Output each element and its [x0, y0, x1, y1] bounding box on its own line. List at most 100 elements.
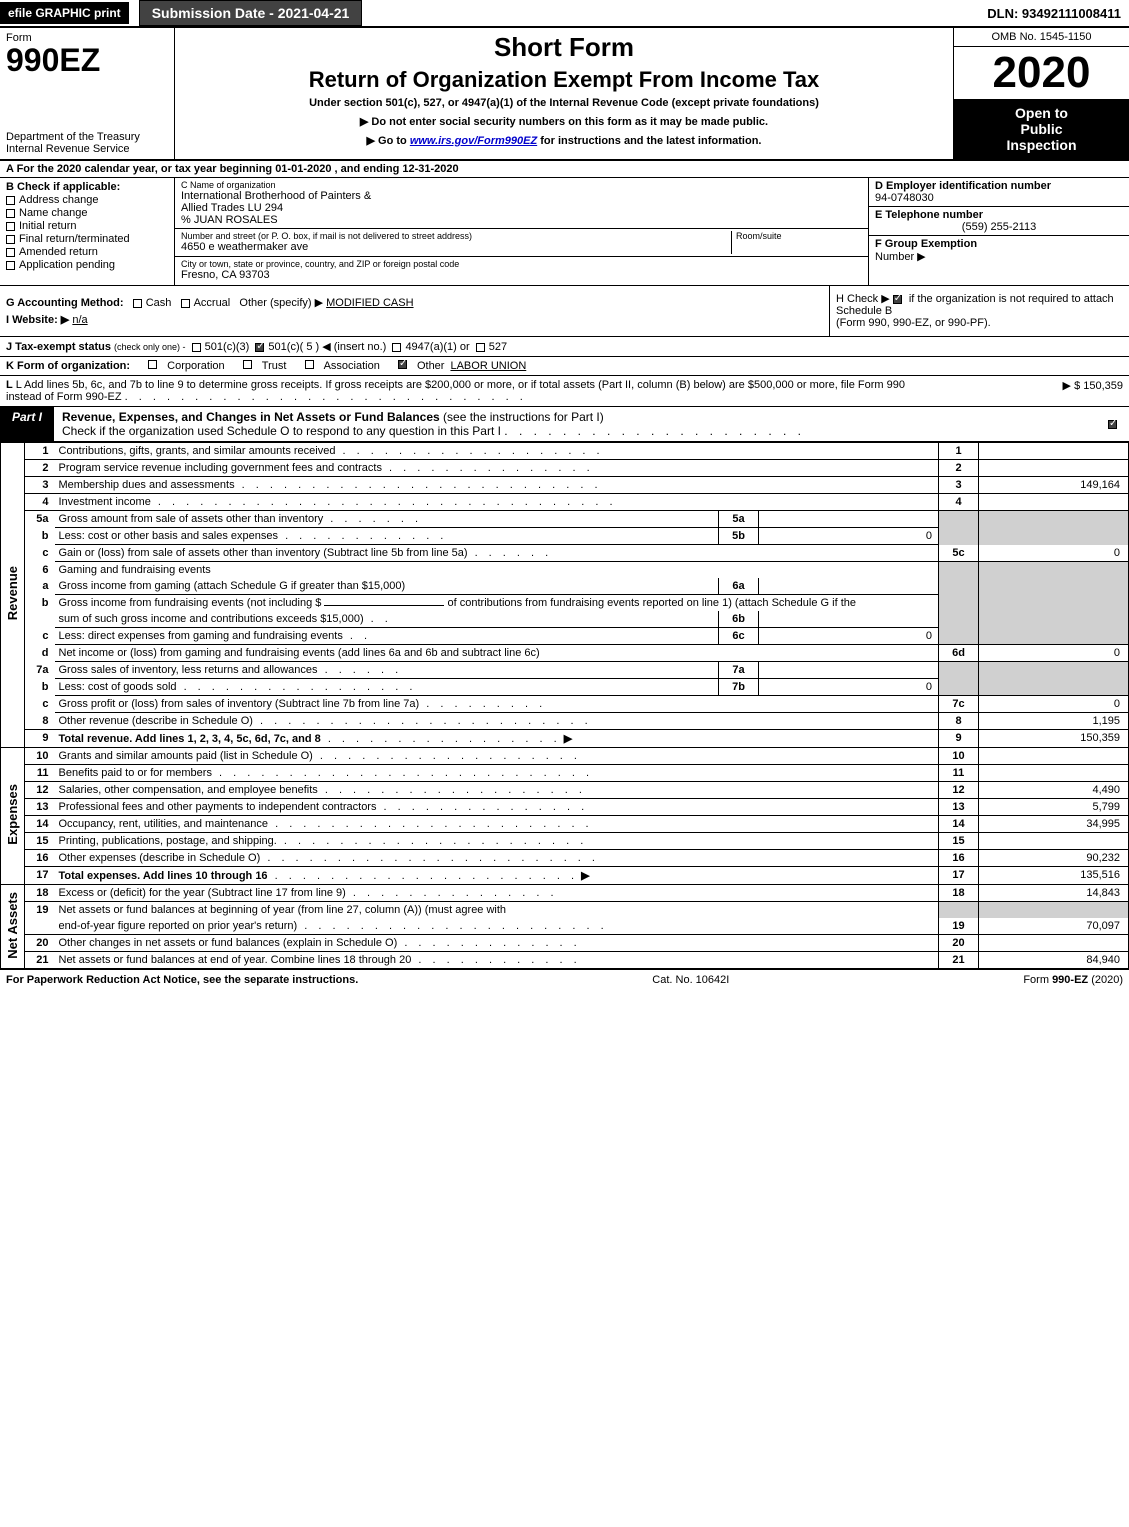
accounting-method: G Accounting Method: Cash Accrual Other … — [6, 296, 823, 309]
revenue-side-label: Revenue — [1, 443, 25, 748]
return-title: Return of Organization Exempt From Incom… — [185, 67, 943, 93]
line-2: 2 Program service revenue including gove… — [1, 460, 1129, 477]
val-1 — [979, 443, 1129, 460]
val-2 — [979, 460, 1129, 477]
gross-receipts-amount: ▶ $ 150,359 — [1063, 379, 1123, 403]
website-value: n/a — [72, 314, 87, 326]
chk-association[interactable] — [305, 360, 314, 369]
ein-block: D Employer identification number 94-0748… — [869, 178, 1129, 207]
header-left: Form 990EZ Department of the Treasury In… — [0, 28, 175, 159]
val-11 — [979, 765, 1129, 782]
val-5c: 0 — [979, 545, 1129, 562]
chk-schedule-b[interactable] — [893, 295, 902, 304]
department: Department of the Treasury Internal Reve… — [6, 131, 168, 155]
org-name-block: C Name of organization International Bro… — [175, 178, 868, 229]
chk-accrual[interactable] — [181, 299, 190, 308]
val-20 — [979, 935, 1129, 952]
line-6b-1: b Gross income from fundraising events (… — [1, 595, 1129, 612]
website-line: I Website: ▶ n/a — [6, 313, 823, 326]
short-form-title: Short Form — [185, 32, 943, 63]
line-17: 17 Total expenses. Add lines 10 through … — [1, 867, 1129, 885]
line-7a: 7a Gross sales of inventory, less return… — [1, 662, 1129, 679]
part-1-check[interactable] — [1108, 407, 1129, 441]
omb-number: OMB No. 1545-1150 — [954, 28, 1129, 47]
chk-4947[interactable] — [392, 343, 401, 352]
val-7c: 0 — [979, 696, 1129, 713]
val-7b: 0 — [759, 679, 939, 696]
efile-link[interactable]: efile GRAPHIC print — [0, 2, 129, 24]
line-11: 11 Benefits paid to or for members . . .… — [1, 765, 1129, 782]
line-6d: d Net income or (loss) from gaming and f… — [1, 645, 1129, 662]
city-state-zip: Fresno, CA 93703 — [181, 269, 862, 281]
line-6a: a Gross income from gaming (attach Sched… — [1, 578, 1129, 595]
val-9: 150,359 — [979, 730, 1129, 748]
line-7b: b Less: cost of goods sold . . . . . . .… — [1, 679, 1129, 696]
val-14: 34,995 — [979, 816, 1129, 833]
submission-date: Submission Date - 2021-04-21 — [139, 0, 363, 26]
row-l-gross-receipts: L L Add lines 5b, 6c, and 7b to line 9 t… — [0, 376, 1129, 407]
street-block: Number and street (or P. O. box, if mail… — [175, 229, 868, 257]
goto-line: ▶ Go to www.irs.gov/Form990EZ for instru… — [185, 134, 943, 147]
col-c-org-info: C Name of organization International Bro… — [175, 178, 869, 285]
line-21: 21 Net assets or fund balances at end of… — [1, 952, 1129, 969]
part-title: Revenue, Expenses, and Changes in Net As… — [54, 407, 1108, 441]
row-j-tax-exempt: J Tax-exempt status (check only one) - 5… — [0, 337, 1129, 357]
chk-501c3[interactable] — [192, 343, 201, 352]
col-b-checkboxes: B Check if applicable: Address change Na… — [0, 178, 175, 285]
val-6a — [759, 578, 939, 595]
phone-block: E Telephone number (559) 255-2113 — [869, 207, 1129, 236]
line-19b: end-of-year figure reported on prior yea… — [1, 918, 1129, 935]
room-suite-label: Room/suite — [736, 231, 862, 241]
org-name-1: International Brotherhood of Painters & — [181, 190, 862, 202]
line-1: Revenue 1 Contributions, gifts, grants, … — [1, 443, 1129, 460]
line-14: 14 Occupancy, rent, utilities, and maint… — [1, 816, 1129, 833]
header-center: Short Form Return of Organization Exempt… — [175, 28, 954, 159]
org-name-2: Allied Trades LU 294 — [181, 202, 862, 214]
header-right: OMB No. 1545-1150 2020 Open to Public In… — [954, 28, 1129, 159]
ssn-warning: ▶ Do not enter social security numbers o… — [185, 115, 943, 128]
line-13: 13 Professional fees and other payments … — [1, 799, 1129, 816]
val-13: 5,799 — [979, 799, 1129, 816]
chk-trust[interactable] — [243, 360, 252, 369]
val-7a — [759, 662, 939, 679]
chk-amended-return[interactable]: Amended return — [6, 246, 168, 258]
chk-final-return[interactable]: Final return/terminated — [6, 233, 168, 245]
line-6b-2: sum of such gross income and contributio… — [1, 611, 1129, 628]
expenses-side-label: Expenses — [1, 748, 25, 885]
irs-link[interactable]: www.irs.gov/Form990EZ — [410, 135, 537, 147]
form-ref: Form 990-EZ (2020) — [1023, 974, 1123, 986]
ein-value: 94-0748030 — [875, 192, 1123, 204]
chk-name-change[interactable]: Name change — [6, 207, 168, 219]
val-15 — [979, 833, 1129, 850]
group-exemption-block: F Group Exemption Number ▶ — [869, 236, 1129, 285]
chk-application-pending[interactable]: Application pending — [6, 259, 168, 271]
chk-address-change[interactable]: Address change — [6, 194, 168, 206]
dln: DLN: 93492111008411 — [987, 6, 1129, 21]
val-5a — [759, 511, 939, 528]
chk-other-org[interactable] — [398, 360, 407, 369]
val-5b: 0 — [759, 528, 939, 545]
chk-corporation[interactable] — [148, 360, 157, 369]
row-a-tax-year: A For the 2020 calendar year, or tax yea… — [0, 161, 1129, 178]
line-8: 8 Other revenue (describe in Schedule O)… — [1, 713, 1129, 730]
val-6c: 0 — [759, 628, 939, 645]
chk-cash[interactable] — [133, 299, 142, 308]
city-block: City or town, state or province, country… — [175, 257, 868, 285]
street-address: 4650 e weathermaker ave — [181, 241, 727, 253]
open-public: Open to Public Inspection — [954, 99, 1129, 159]
chk-initial-return[interactable]: Initial return — [6, 220, 168, 232]
code-section: Under section 501(c), 527, or 4947(a)(1)… — [185, 97, 943, 109]
line-20: 20 Other changes in net assets or fund b… — [1, 935, 1129, 952]
val-3: 149,164 — [979, 477, 1129, 494]
val-6b — [759, 611, 939, 628]
chk-527[interactable] — [476, 343, 485, 352]
catalog-number: Cat. No. 10642I — [652, 974, 729, 986]
line-15: 15 Printing, publications, postage, and … — [1, 833, 1129, 850]
page-footer: For Paperwork Reduction Act Notice, see … — [0, 969, 1129, 990]
val-17: 135,516 — [979, 867, 1129, 885]
chk-501c[interactable] — [255, 343, 264, 352]
val-19: 70,097 — [979, 918, 1129, 935]
line-10: Expenses 10 Grants and similar amounts p… — [1, 748, 1129, 765]
val-4 — [979, 494, 1129, 511]
line-19a: 19 Net assets or fund balances at beginn… — [1, 902, 1129, 919]
